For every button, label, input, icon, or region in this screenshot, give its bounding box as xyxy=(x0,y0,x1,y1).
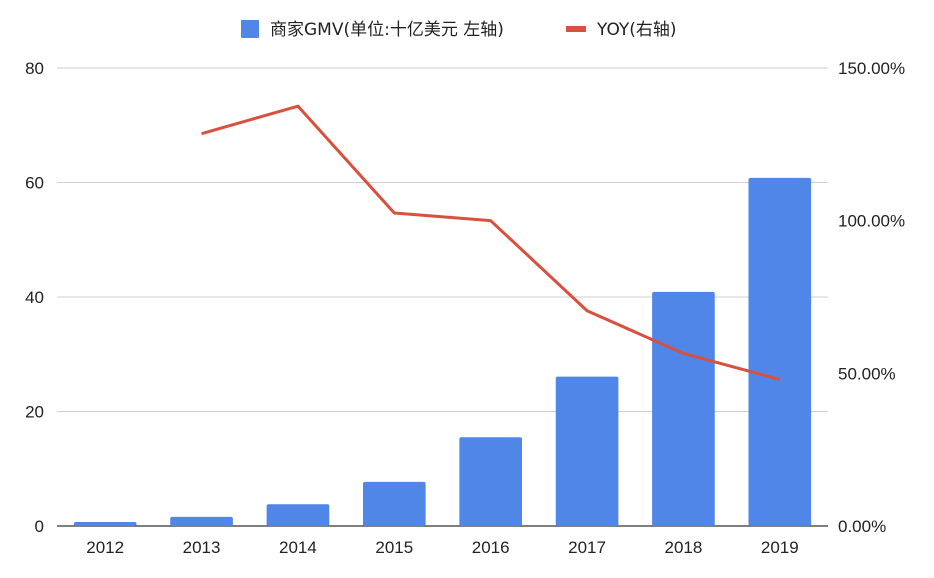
left-axis-ticks: 0 20 40 60 80 xyxy=(25,59,44,536)
legend-swatch-gmv xyxy=(241,20,259,38)
x-axis-tick-label: 2017 xyxy=(568,538,606,557)
right-axis-ticks: 0.00% 50.00% 100.00% 150.00% xyxy=(838,59,905,536)
bar xyxy=(555,376,619,526)
x-axis-tick-label: 2019 xyxy=(761,538,799,557)
bar xyxy=(652,291,715,526)
legend: 商家GMV(单位:十亿美元 左轴) YOY(右轴) xyxy=(241,20,677,40)
right-axis-tick-label: 0.00% xyxy=(838,517,886,536)
left-axis-tick-label: 80 xyxy=(25,59,44,78)
right-axis-tick-label: 150.00% xyxy=(838,59,905,78)
legend-label-yoy: YOY(右轴) xyxy=(596,20,677,40)
bar-series xyxy=(73,177,812,527)
x-axis-tick-label: 2012 xyxy=(86,538,124,557)
legend-label-gmv: 商家GMV(单位:十亿美元 左轴) xyxy=(270,20,504,40)
x-axis-tick-label: 2015 xyxy=(375,538,413,557)
bar xyxy=(362,481,426,526)
right-axis-tick-label: 50.00% xyxy=(838,364,896,383)
bar xyxy=(266,504,330,526)
x-axis-tick-label: 2014 xyxy=(279,538,317,557)
bar xyxy=(748,177,812,527)
x-axis-ticks: 2012 2013 2014 2015 2016 2017 2018 2019 xyxy=(86,538,798,557)
x-axis-tick-label: 2013 xyxy=(183,538,221,557)
left-axis-tick-label: 20 xyxy=(25,403,44,422)
bar xyxy=(73,521,137,526)
line-series xyxy=(201,104,781,381)
bar xyxy=(170,516,233,526)
left-axis-tick-label: 0 xyxy=(35,517,44,536)
left-axis-tick-label: 60 xyxy=(25,174,44,193)
right-axis-tick-label: 100.00% xyxy=(838,212,905,231)
left-axis-tick-label: 40 xyxy=(25,288,44,307)
legend-swatch-yoy xyxy=(566,26,586,32)
x-axis-tick-label: 2016 xyxy=(472,538,510,557)
x-axis-tick-label: 2018 xyxy=(665,538,703,557)
bar xyxy=(459,437,523,526)
